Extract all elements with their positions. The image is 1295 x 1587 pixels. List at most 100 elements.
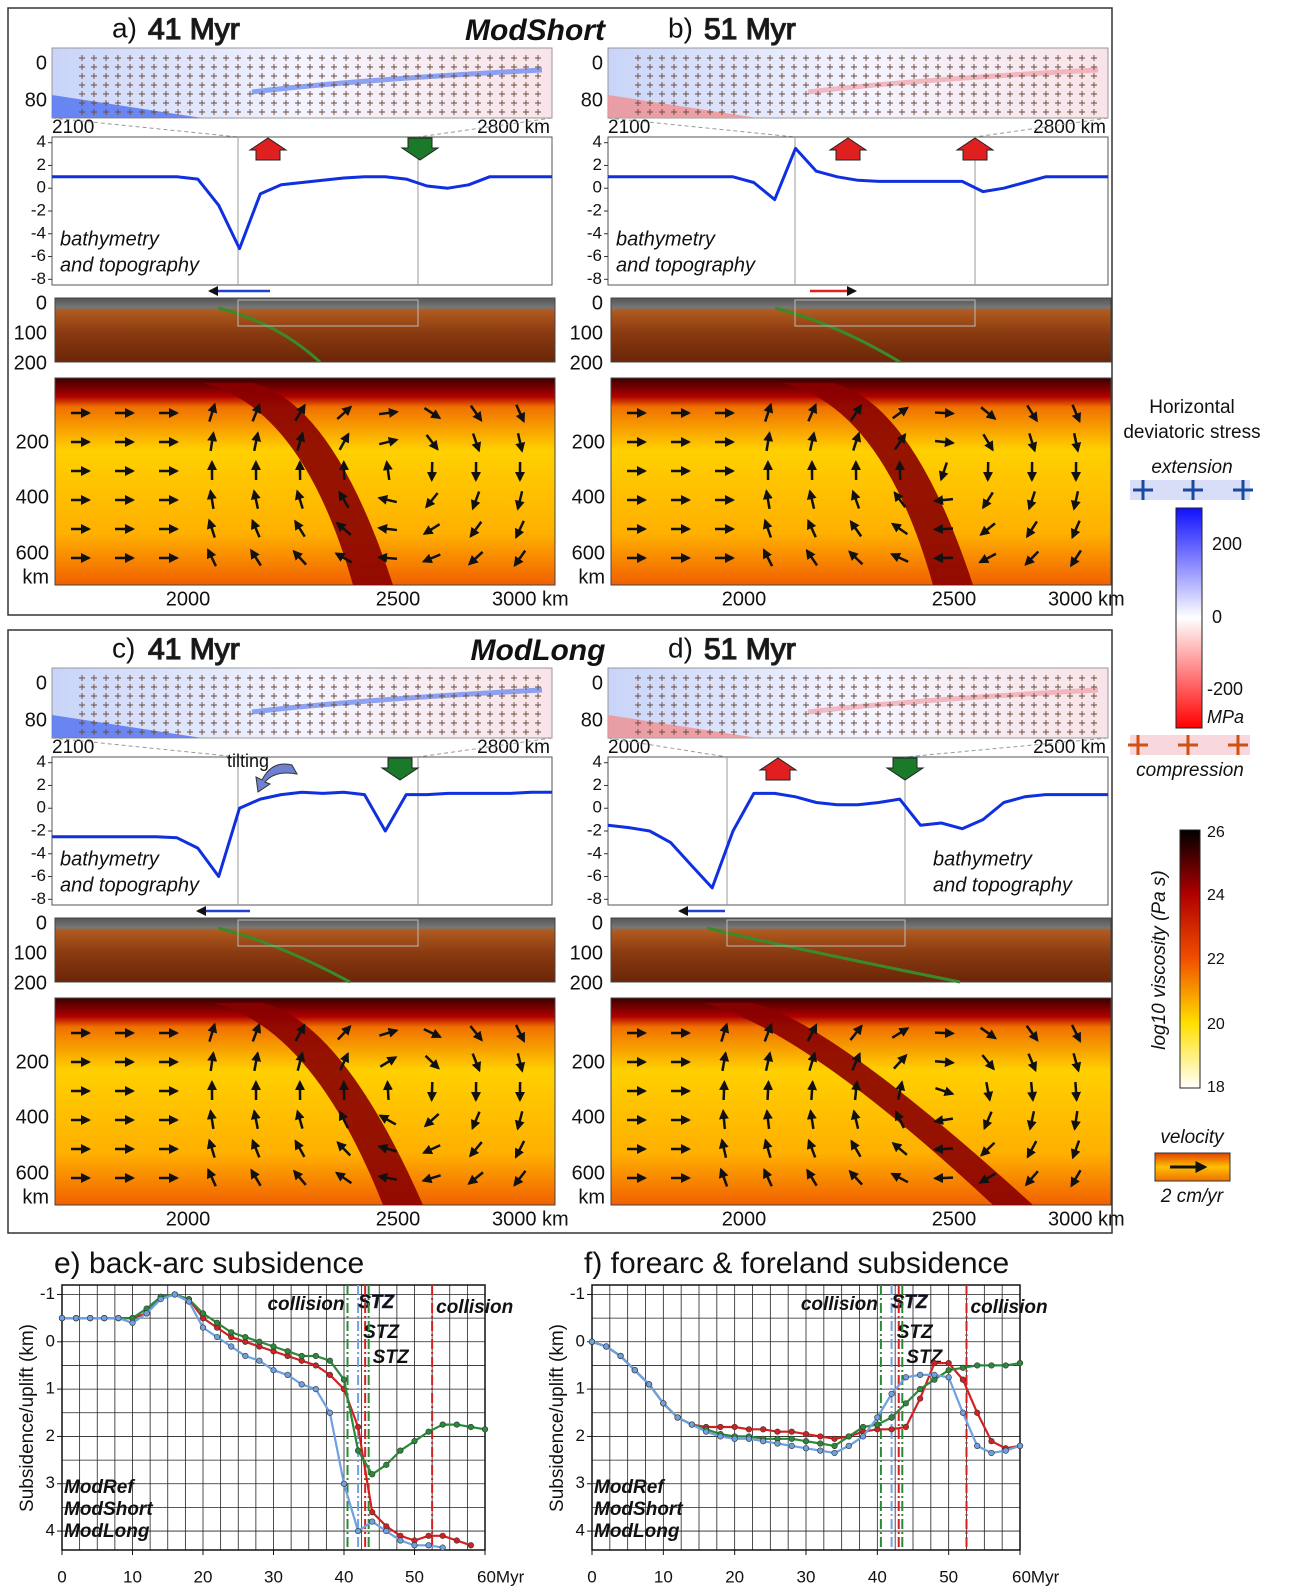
y-tick-label: 2: [576, 1426, 585, 1445]
stress-symbol: [995, 64, 1001, 70]
velocity-arrow: [979, 1026, 998, 1040]
stress-symbol: [731, 684, 737, 690]
data-point: [974, 1409, 981, 1416]
stress-symbol: [355, 675, 361, 681]
stress-symbol: [127, 100, 133, 106]
stress-symbol: [499, 55, 505, 61]
data-point: [988, 1362, 995, 1369]
stress-symbol: [815, 693, 821, 699]
velocity-title: velocity: [1160, 1127, 1225, 1148]
velocity-arrow: [1024, 1170, 1039, 1187]
stress-symbol: [511, 109, 517, 115]
stress-symbol: [211, 100, 217, 106]
panel-time: 51 Myr: [704, 13, 796, 46]
stress-symbol: [391, 109, 397, 115]
stress-symbol: [79, 675, 85, 681]
stress-symbol: [475, 64, 481, 70]
depth-label: 600: [572, 542, 605, 564]
stress-symbol: [815, 729, 821, 735]
velocity-arrow: [377, 523, 398, 534]
stress-symbol: [331, 693, 337, 699]
stress-symbol: [103, 109, 109, 115]
stress-symbol: [1019, 64, 1025, 70]
stress-symbol: [223, 91, 229, 97]
stress-symbol: [415, 82, 421, 88]
stress-symbol: [271, 64, 277, 70]
stress-symbol: [91, 82, 97, 88]
stress-symbol: [163, 100, 169, 106]
zoom-guide: [51, 737, 553, 758]
stress-symbol: [1007, 55, 1013, 61]
velocity-arrow: [807, 518, 817, 538]
stress-symbol: [367, 684, 373, 690]
data-point: [760, 1426, 767, 1433]
data-point: [788, 1442, 795, 1449]
stress-symbol: [803, 729, 809, 735]
velocity-arrow: [423, 407, 442, 419]
stress-symbol: [659, 109, 665, 115]
stress-symbol: [187, 64, 193, 70]
stress-symbol: [659, 73, 665, 79]
distance-label: 3000 km: [1048, 588, 1125, 610]
stress-symbol: [1055, 702, 1061, 708]
stress-symbol: [1055, 73, 1061, 79]
stress-symbol: [367, 675, 373, 681]
stress-symbol: [139, 109, 145, 115]
stress-symbol: [175, 675, 181, 681]
stress-field: [607, 667, 1109, 739]
stress-symbol: [139, 675, 145, 681]
stress-symbol: [743, 729, 749, 735]
stress-symbol: [839, 100, 845, 106]
stress-symbol: [235, 729, 241, 735]
legend-entry: ModRef: [64, 1477, 135, 1498]
stress-symbol: [947, 109, 953, 115]
stress-symbol: [887, 675, 893, 681]
stress-symbol: [851, 729, 857, 735]
depth-label: 200: [572, 1051, 605, 1073]
stress-symbol: [307, 100, 313, 106]
stress-symbol: [1067, 100, 1073, 106]
stress-symbol: [719, 702, 725, 708]
velocity-arrow: [379, 1027, 399, 1038]
stress-symbol: [659, 702, 665, 708]
velocity-arrow: [292, 549, 308, 566]
stress-symbol: [707, 91, 713, 97]
stress-symbol: [247, 109, 253, 115]
depth-label: 80: [25, 89, 47, 111]
colorbar-tick-label: -200: [1207, 679, 1243, 699]
stress-symbol: [127, 702, 133, 708]
data-point: [1016, 1359, 1024, 1367]
y-tick-label: 0: [37, 178, 46, 197]
depth-label: 400: [16, 1106, 49, 1128]
stress-symbol: [863, 684, 869, 690]
subsidence-arrow: [400, 137, 440, 161]
velocity-arrow: [206, 489, 217, 510]
event-label: STZ: [373, 1347, 410, 1368]
cross-section: [610, 917, 1112, 983]
stress-symbol: [1007, 82, 1013, 88]
stress-symbol: [331, 675, 337, 681]
event-label: collision: [971, 1297, 1048, 1318]
stress-symbol: [523, 109, 529, 115]
distance-label: 2500: [932, 588, 977, 610]
stress-symbol: [379, 64, 385, 70]
data-point: [817, 1433, 824, 1440]
velocity-arrow: [718, 1167, 729, 1187]
stress-symbol: [427, 675, 433, 681]
stress-symbol: [139, 64, 145, 70]
distance-label: 2500: [932, 1208, 977, 1230]
stress-symbol: [91, 702, 97, 708]
stress-symbol: [791, 100, 797, 106]
stress-symbol: [163, 73, 169, 79]
stress-symbol: [415, 702, 421, 708]
data-point: [888, 1390, 895, 1397]
data-point: [717, 1423, 724, 1431]
stress-symbol: [947, 55, 953, 61]
stress-symbol: [391, 55, 397, 61]
velocity-arrow: [250, 1109, 261, 1130]
y-tick-label: 0: [593, 798, 602, 817]
stress-symbol: [863, 55, 869, 61]
stress-symbol: [307, 64, 313, 70]
stress-symbol: [875, 702, 881, 708]
colorbar-tick-label: 200: [1212, 534, 1242, 554]
